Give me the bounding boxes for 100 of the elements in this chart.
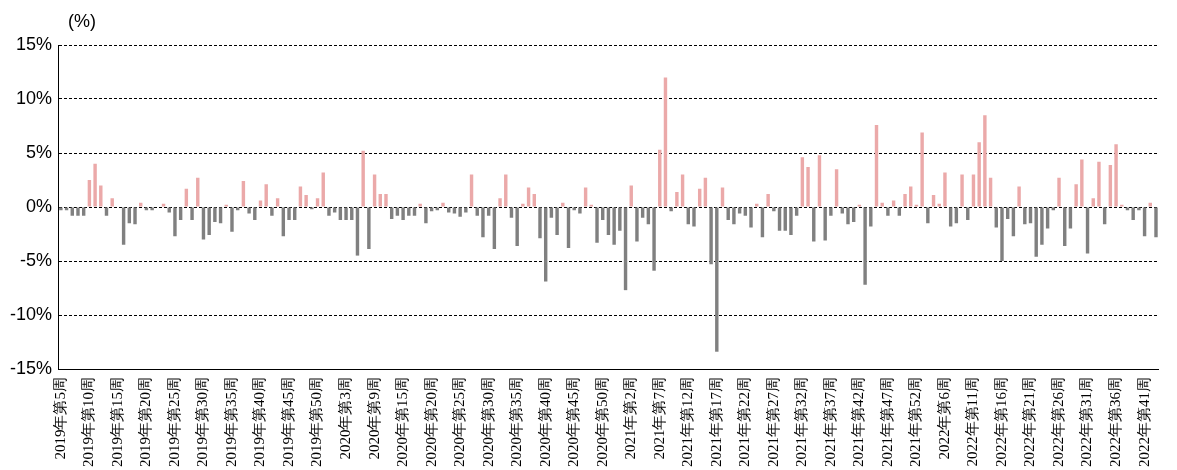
x-tick-label: 2021年第52周 <box>907 377 924 467</box>
x-tick-label: 2019年第25周 <box>165 377 182 467</box>
bar <box>709 207 713 265</box>
bar <box>110 198 114 207</box>
bar <box>1074 184 1078 207</box>
y-tick-label: 0% <box>26 195 53 216</box>
bar <box>424 207 428 224</box>
bar <box>275 198 280 207</box>
bar <box>1023 207 1027 225</box>
bar <box>241 181 246 207</box>
x-tick-label: 2020年第35周 <box>508 377 525 467</box>
bar <box>829 207 833 216</box>
bar <box>1040 207 1044 245</box>
bar <box>806 167 810 207</box>
y-tick-label: -10% <box>9 303 53 324</box>
bar <box>190 207 194 220</box>
x-tick-label: 2019年第15周 <box>108 377 125 467</box>
x-tick-label: 2022年第41周 <box>1135 377 1152 467</box>
x-tick-label: 2021年第12周 <box>679 377 696 467</box>
bar <box>618 207 622 231</box>
bar <box>943 172 947 207</box>
bar <box>652 207 656 271</box>
bar <box>441 202 445 207</box>
bar <box>344 207 348 220</box>
bar <box>1080 159 1084 207</box>
bar <box>920 132 924 207</box>
bar <box>418 203 422 207</box>
bar <box>960 174 964 207</box>
x-tick-label: 2022年第11周 <box>964 377 981 467</box>
bar <box>133 207 137 225</box>
bar <box>367 207 371 250</box>
x-tick-label: 2021年第17周 <box>707 377 724 467</box>
bar <box>846 207 850 225</box>
bar <box>1017 186 1021 207</box>
bar <box>1131 207 1135 220</box>
bar <box>304 195 308 207</box>
bar <box>384 194 388 207</box>
bar <box>1154 207 1158 238</box>
x-tick-label: 2019年第5周 <box>51 377 68 460</box>
y-tick-label: 10% <box>15 87 53 108</box>
bar <box>464 207 468 213</box>
y-tick-label: 15% <box>15 33 53 54</box>
bar <box>213 207 217 223</box>
bar <box>76 207 80 216</box>
bar <box>635 207 639 242</box>
x-tick-label: 2022年第26周 <box>1049 377 1066 467</box>
x-tick-label: 2022年第16周 <box>992 377 1009 467</box>
bar <box>629 185 633 207</box>
x-tick-label: 2020年第40周 <box>536 377 553 467</box>
bar <box>258 200 263 207</box>
bar <box>287 207 291 220</box>
bar <box>139 202 143 207</box>
bar <box>498 198 502 207</box>
bar <box>298 186 303 207</box>
bar <box>270 207 274 216</box>
bar <box>1114 144 1118 207</box>
bar <box>93 163 97 207</box>
bar <box>1057 177 1061 207</box>
bar <box>207 207 211 236</box>
x-tick-label: 2021年第2周 <box>622 377 639 460</box>
bar <box>515 207 519 246</box>
x-tick-label: 2020年第45周 <box>565 377 582 467</box>
bar <box>230 207 234 232</box>
x-tick-label: 2020年第9周 <box>365 377 382 460</box>
bar <box>407 207 411 216</box>
x-tick-label: 2019年第45周 <box>279 377 296 467</box>
x-tick-label: 2022年第31周 <box>1078 377 1095 467</box>
bar <box>823 207 827 241</box>
bar <box>983 115 987 207</box>
bar <box>1091 198 1095 207</box>
bar <box>173 207 177 237</box>
bar <box>886 207 890 216</box>
x-tick-label: 2019年第20周 <box>137 377 154 467</box>
bar <box>561 202 565 207</box>
bar <box>715 207 719 352</box>
bar <box>909 186 913 207</box>
x-tick-label: 2021年第27周 <box>764 377 781 467</box>
x-tick-label: 2019年第50周 <box>308 377 325 467</box>
x-tick-label: 2020年第20周 <box>422 377 439 467</box>
bar <box>401 207 405 220</box>
bar <box>327 207 331 216</box>
x-tick-label: 2020年第30周 <box>479 377 496 467</box>
bar <box>481 207 485 238</box>
bar <box>1000 207 1004 261</box>
bar <box>555 207 559 236</box>
bar <box>264 184 268 207</box>
y-tick-label: 5% <box>26 141 53 162</box>
bar <box>675 191 679 207</box>
bar <box>937 203 941 207</box>
bar <box>977 142 981 207</box>
y-tick-label: -5% <box>20 249 53 270</box>
bar <box>458 207 462 217</box>
bar <box>532 194 536 207</box>
y-tick-label: -15% <box>9 357 53 378</box>
x-tick-label: 2021年第22周 <box>736 377 753 467</box>
bar <box>99 185 103 207</box>
x-tick-label: 2019年第30周 <box>194 377 211 467</box>
bar <box>521 203 525 207</box>
x-tick-label: 2019年第40周 <box>251 377 268 467</box>
bar <box>247 207 251 214</box>
